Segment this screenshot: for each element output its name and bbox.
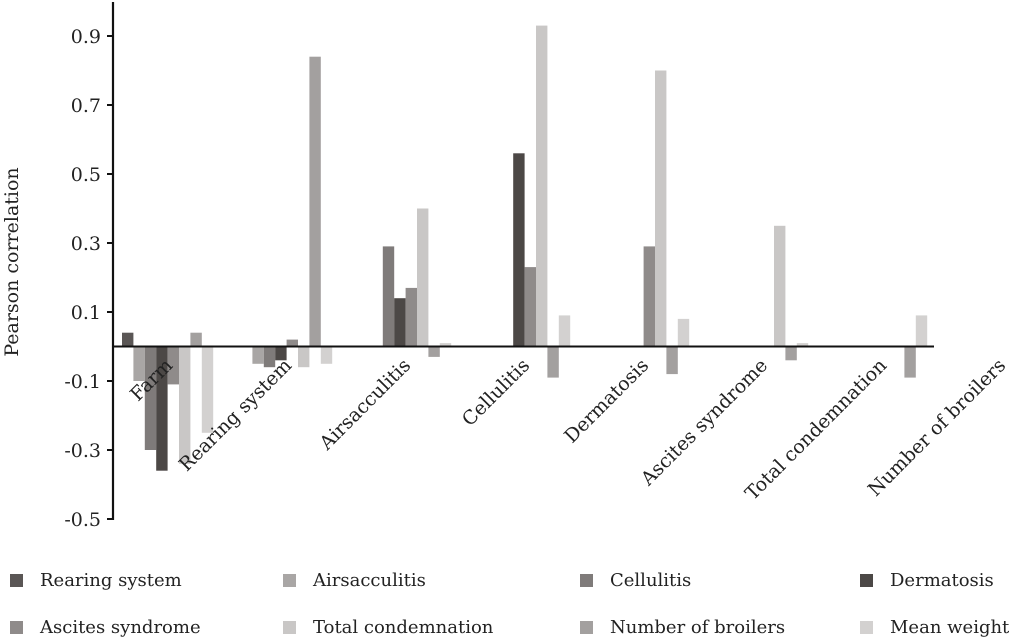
bar — [796, 343, 809, 347]
legend-swatch — [580, 620, 593, 634]
bar — [309, 56, 321, 347]
bar — [394, 298, 406, 347]
legend-swatch — [10, 573, 23, 587]
bar — [179, 346, 191, 464]
bar — [298, 346, 310, 368]
bar — [428, 346, 440, 357]
bar — [405, 287, 417, 347]
bar — [156, 346, 168, 471]
legend-item: Cellulitis — [580, 566, 691, 594]
bar — [915, 315, 928, 347]
bar — [122, 332, 134, 347]
category-label: Ascites syndrome — [636, 354, 772, 490]
legend-item: Airsacculitis — [283, 566, 426, 594]
bar — [417, 208, 429, 347]
legend-swatch — [283, 573, 296, 587]
bar — [774, 225, 786, 347]
bar — [643, 246, 655, 347]
legend-item: Total condemnation — [283, 613, 493, 641]
bar — [524, 267, 536, 347]
legend-item: Mean weight — [860, 613, 1009, 641]
y-tick-label: -0.3 — [64, 440, 101, 462]
bar — [558, 315, 571, 347]
bars-layer — [122, 25, 928, 471]
bar — [190, 332, 202, 347]
y-tick-label: 0.9 — [71, 26, 101, 48]
legend-label: Ascites syndrome — [40, 616, 201, 638]
bar — [536, 25, 548, 347]
bar — [677, 318, 690, 347]
legend-label: Airsacculitis — [313, 569, 426, 591]
category-label: Number of broilers — [864, 354, 1010, 500]
bar — [320, 346, 333, 364]
bar — [133, 346, 145, 381]
bar — [785, 346, 797, 361]
legend-item: Ascites syndrome — [10, 613, 201, 641]
legend-label: Dermatosis — [890, 569, 994, 591]
bar — [286, 339, 298, 347]
legend: Rearing system Airsacculitis Cellulitis Der… — [0, 560, 1024, 644]
chart: 0.9 0.7 0.5 0.3 0.1 -0.1 -0.3 -0.5 FarmRearing … — [1, 2, 1010, 531]
category-label: Rearing system — [175, 354, 296, 475]
legend-item: Dermatosis — [860, 566, 994, 594]
bar — [201, 346, 214, 433]
bar — [382, 246, 395, 347]
category-label: Dermatosis — [560, 354, 653, 447]
y-ticks: 0.9 0.7 0.5 0.3 0.1 -0.1 -0.3 -0.5 — [64, 26, 113, 531]
legend-label: Mean weight — [890, 616, 1010, 638]
y-tick-label: 0.1 — [71, 302, 101, 324]
legend-swatch — [10, 620, 23, 634]
bar — [904, 346, 916, 378]
legend-label: Total condemnation — [313, 616, 494, 638]
bar — [144, 346, 157, 450]
legend-swatch — [283, 620, 296, 634]
bar — [167, 346, 179, 385]
category-label: Airsacculitis — [315, 354, 415, 454]
bar — [547, 346, 559, 378]
legend-item: Number of broilers — [580, 613, 785, 641]
axes-layer — [111, 2, 934, 520]
y-tick-label: -0.1 — [64, 371, 101, 393]
legend-label: Number of broilers — [610, 616, 786, 638]
legend-label: Cellulitis — [610, 569, 692, 591]
legend-swatch — [860, 573, 873, 587]
bar — [275, 346, 287, 361]
y-tick-label: 0.5 — [71, 164, 101, 186]
bar — [439, 343, 452, 347]
bar — [263, 346, 276, 368]
category-label: Cellulitis — [458, 354, 534, 430]
legend-swatch — [860, 620, 873, 634]
y-tick-label: 0.7 — [71, 95, 101, 117]
bar — [513, 153, 525, 347]
bar — [655, 70, 667, 347]
legend-label: Rearing system — [40, 569, 182, 591]
y-tick-label: 0.3 — [71, 233, 101, 255]
bar — [666, 346, 678, 375]
legend-swatch — [580, 573, 593, 587]
y-axis-label: Pearson correlation — [1, 167, 23, 356]
bar — [252, 346, 264, 364]
legend-item: Rearing system — [10, 566, 182, 594]
y-tick-label: -0.5 — [64, 509, 101, 531]
